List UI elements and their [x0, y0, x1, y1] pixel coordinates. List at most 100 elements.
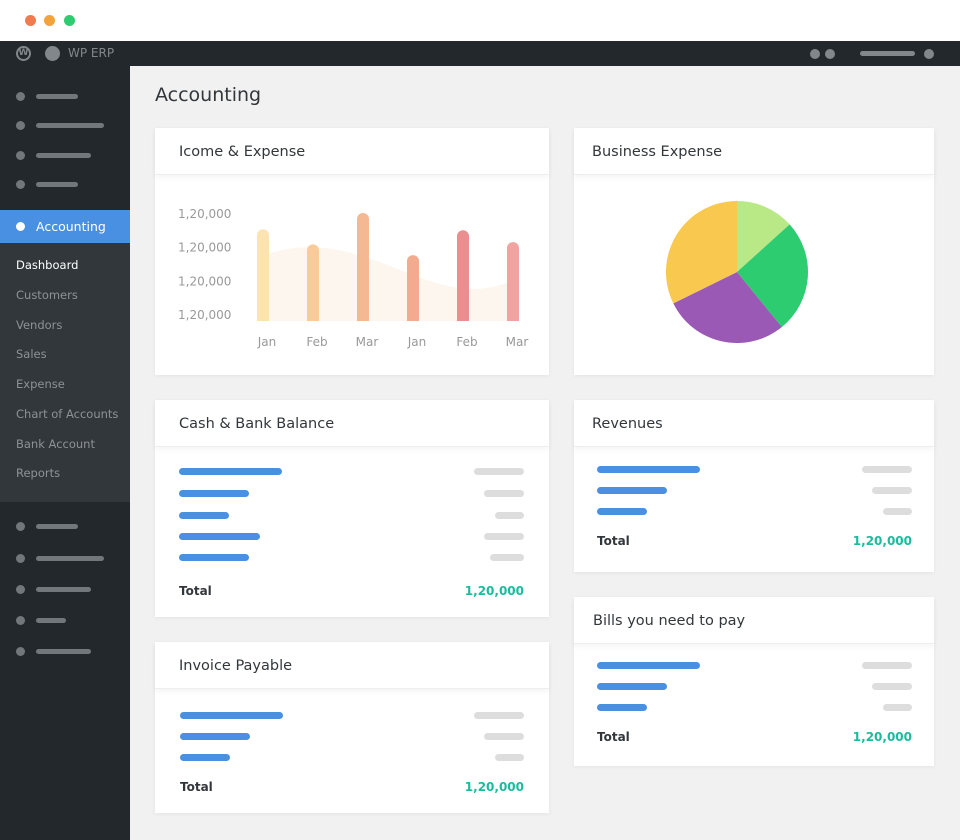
window-minimize-button[interactable]: [44, 15, 55, 26]
submenu-vendors[interactable]: Vendors: [16, 318, 63, 332]
amount-placeholder: [490, 554, 524, 561]
amount-placeholder: [862, 466, 912, 473]
adminbar-dot[interactable]: [825, 49, 835, 59]
menu-dot-icon: [16, 180, 25, 189]
card-title: Revenues: [574, 400, 934, 447]
amount-placeholder: [484, 733, 524, 740]
avatar[interactable]: [924, 49, 934, 59]
sidebar-item-placeholder[interactable]: [36, 556, 104, 561]
invoice-payable-card: Invoice Payable Total 1,20,000: [155, 642, 549, 813]
amount-placeholder: [484, 490, 524, 497]
bar: [457, 230, 469, 327]
sidebar-item-placeholder[interactable]: [36, 587, 91, 592]
adminbar-dot[interactable]: [810, 49, 820, 59]
card-title: Cash & Bank Balance: [155, 400, 549, 447]
bar: [307, 244, 319, 327]
bill-placeholder: [597, 662, 700, 669]
amount-placeholder: [495, 512, 524, 519]
total-value: 1,20,000: [464, 780, 524, 794]
amount-placeholder: [484, 533, 524, 540]
y-tick-label: 1,20,000: [178, 308, 231, 322]
submenu-sales[interactable]: Sales: [16, 347, 47, 361]
bills-card: Bills you need to pay Total 1,20,000: [574, 597, 934, 766]
total-label: Total: [597, 730, 630, 744]
sidebar-item-placeholder[interactable]: [36, 182, 78, 187]
total-value: 1,20,000: [852, 534, 912, 548]
bill-placeholder: [597, 704, 647, 711]
total-value: 1,20,000: [852, 730, 912, 744]
x-tick-label: Mar: [356, 335, 379, 349]
submenu-reports[interactable]: Reports: [16, 466, 61, 480]
income-expense-card: Icome & Expense 1,20,000 1,20,000 1,20,000…: [155, 128, 549, 375]
account-name-placeholder: [179, 512, 229, 519]
baseline-mask: [250, 321, 530, 331]
menu-dot-icon: [16, 647, 25, 656]
cash-bank-card: Cash & Bank Balance Total 1,20,000: [155, 400, 549, 617]
sidebar-item-placeholder[interactable]: [36, 94, 78, 99]
amount-placeholder: [883, 704, 912, 711]
wordpress-icon[interactable]: W: [16, 46, 31, 61]
bar: [507, 242, 519, 327]
window-maximize-button[interactable]: [64, 15, 75, 26]
amount-placeholder: [474, 712, 524, 719]
sidebar-item-placeholder[interactable]: [36, 524, 78, 529]
user-menu-placeholder[interactable]: [860, 51, 915, 56]
revenue-placeholder: [597, 508, 647, 515]
submenu-dashboard[interactable]: Dashboard: [16, 258, 79, 272]
x-tick-label: Jan: [257, 335, 277, 349]
menu-dot-icon: [16, 522, 25, 531]
card-title: Business Expense: [574, 128, 934, 175]
revenue-placeholder: [597, 487, 667, 494]
card-title: Invoice Payable: [155, 642, 549, 689]
bar: [357, 213, 369, 327]
pie-slice: [673, 272, 782, 343]
bar: [257, 229, 269, 327]
menu-dot-icon: [16, 151, 25, 160]
menu-dot-icon: [16, 92, 25, 101]
x-tick-label: Feb: [456, 335, 477, 349]
y-tick-label: 1,20,000: [178, 274, 231, 288]
submenu-customers[interactable]: Customers: [16, 288, 78, 302]
accounting-submenu: [0, 243, 130, 502]
amount-placeholder: [872, 487, 912, 494]
invoice-placeholder: [180, 754, 230, 761]
window-close-button[interactable]: [25, 15, 36, 26]
pie-slice: [737, 201, 790, 272]
menu-dot-icon: [16, 554, 25, 563]
sidebar-item-accounting[interactable]: Accounting: [0, 210, 130, 243]
total-label: Total: [179, 584, 212, 598]
menu-dot-icon: [16, 585, 25, 594]
pie-slice: [666, 201, 737, 304]
sidebar-item-label: Accounting: [36, 219, 106, 234]
sidebar-item-placeholder[interactable]: [36, 618, 66, 623]
menu-dot-icon: [16, 121, 25, 130]
revenue-placeholder: [597, 466, 700, 473]
wperp-icon: [45, 46, 60, 61]
card-title: Bills you need to pay: [574, 597, 934, 644]
submenu-bank-account[interactable]: Bank Account: [16, 437, 95, 451]
submenu-chart-of-accounts[interactable]: Chart of Accounts: [16, 407, 119, 421]
y-tick-label: 1,20,000: [178, 207, 231, 221]
sidebar-item-placeholder[interactable]: [36, 649, 91, 654]
submenu-expense[interactable]: Expense: [16, 377, 65, 391]
account-name-placeholder: [179, 554, 249, 561]
business-expense-card: Business Expense: [574, 128, 934, 375]
invoice-placeholder: [180, 712, 283, 719]
sidebar-item-placeholder[interactable]: [36, 153, 91, 158]
menu-dot-icon: [16, 616, 25, 625]
account-name-placeholder: [179, 490, 249, 497]
sidebar-item-placeholder[interactable]: [36, 123, 104, 128]
window-titlebar: [0, 0, 960, 41]
revenues-card: Revenues Total 1,20,000: [574, 400, 934, 572]
business-expense-pie: [666, 201, 808, 343]
amount-placeholder: [872, 683, 912, 690]
pie-slice: [737, 224, 808, 327]
invoice-placeholder: [180, 733, 250, 740]
menu-dot-icon: [16, 222, 25, 231]
page-title: Accounting: [155, 84, 262, 106]
brand-name[interactable]: WP ERP: [68, 46, 115, 60]
x-tick-label: Feb: [306, 335, 327, 349]
total-label: Total: [597, 534, 630, 548]
total-value: 1,20,000: [464, 584, 524, 598]
account-name-placeholder: [179, 468, 282, 475]
